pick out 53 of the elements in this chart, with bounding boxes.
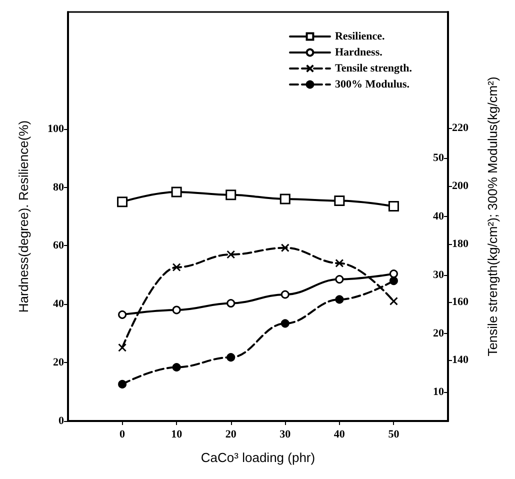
legend-label: 300% Modulus. xyxy=(334,78,410,90)
y-tick-label: 0 xyxy=(58,415,64,427)
point xyxy=(335,295,344,304)
point xyxy=(388,201,399,212)
point xyxy=(334,195,345,206)
point xyxy=(389,270,398,278)
y2-axis-title: Tensile strength(kg/cm²); 300% Modulus(kg/cm²) xyxy=(485,76,500,356)
y-tick-label: 20 xyxy=(53,356,64,369)
point xyxy=(389,296,398,306)
y-tick-label: 40 xyxy=(53,298,64,310)
point xyxy=(118,310,127,319)
legend-label: Hardness. xyxy=(334,46,383,58)
x-tick-label: 50 xyxy=(388,428,400,440)
legend-label: Resilience. xyxy=(334,30,386,42)
y3-tick-label: 140 xyxy=(452,354,469,366)
point xyxy=(226,250,236,259)
y3-tick-label: 200 xyxy=(452,180,469,192)
point xyxy=(226,190,236,200)
x-tick-label: 30 xyxy=(280,428,292,440)
y2-tick-label: 50 xyxy=(433,152,444,164)
point xyxy=(335,258,344,268)
point xyxy=(117,196,128,208)
point xyxy=(280,319,290,328)
y3-tick-label: 220 xyxy=(452,122,469,134)
x-axis-title: CaCo³ loading (phr) xyxy=(200,450,316,465)
point xyxy=(280,244,290,252)
y3-tick-label: 180 xyxy=(452,238,469,250)
point xyxy=(226,299,236,308)
point xyxy=(226,353,236,362)
x-tick-label: 0 xyxy=(120,428,126,440)
point xyxy=(172,263,181,272)
point xyxy=(389,276,398,286)
y-axis-title: Hardness(degree). Resilience(%) xyxy=(16,120,31,313)
x-tick-label: 40 xyxy=(334,428,346,440)
point xyxy=(280,290,290,299)
y-tick-label: 80 xyxy=(53,181,64,194)
y3-tick-label: 160 xyxy=(452,296,469,308)
y-tick-label: 60 xyxy=(53,240,64,252)
y-tick-label: 100 xyxy=(48,122,64,135)
point xyxy=(280,194,290,204)
point xyxy=(118,343,127,352)
point xyxy=(118,380,127,388)
y2-tick-label: 10 xyxy=(433,386,444,398)
x-tick-label: 20 xyxy=(225,428,237,440)
y2-tick-label: 30 xyxy=(433,268,444,281)
y2-tick-label: 40 xyxy=(433,210,444,222)
point xyxy=(172,306,181,314)
legend-label: Tensile strength. xyxy=(334,62,412,74)
y2-tick-label: 20 xyxy=(433,327,444,340)
point xyxy=(335,275,344,284)
x-tick-label: 10 xyxy=(171,428,183,440)
point xyxy=(171,186,182,198)
point xyxy=(172,362,181,372)
